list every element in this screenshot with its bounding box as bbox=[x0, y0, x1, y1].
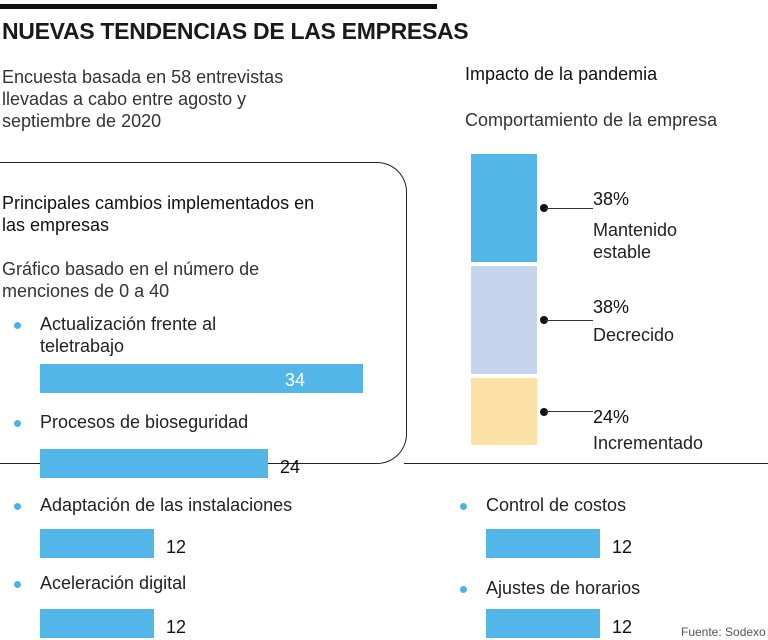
bar bbox=[486, 609, 600, 638]
stack-segment bbox=[471, 378, 537, 445]
leader-dot bbox=[540, 204, 548, 212]
segment-percent-label: 24% bbox=[593, 407, 630, 427]
bullet-dot bbox=[460, 503, 467, 510]
bar bbox=[40, 449, 268, 478]
category-label: Ajustes de horarios bbox=[486, 578, 641, 598]
stack-segment bbox=[471, 266, 537, 374]
segment-percent-label: 38% bbox=[593, 189, 630, 209]
category-label: Actualización frente al teletrabajo bbox=[40, 314, 217, 356]
changes-chart-subtitle: Gráfico basado en el número de menciones… bbox=[2, 259, 260, 301]
leader-line bbox=[545, 319, 593, 321]
bar-value-label: 12 bbox=[612, 537, 633, 557]
bar bbox=[486, 529, 600, 558]
bar-value-label: 12 bbox=[166, 537, 187, 557]
stack-segment bbox=[471, 154, 537, 262]
segment-category-label: Mantenido estable bbox=[593, 220, 678, 262]
page-title: NUEVAS TENDENCIAS DE LAS EMPRESAS bbox=[2, 18, 469, 44]
pandemic-chart-title: Impacto de la pandemia bbox=[465, 64, 658, 84]
bullet-dot bbox=[460, 586, 467, 593]
leader-line bbox=[545, 207, 593, 209]
category-label: Aceleración digital bbox=[40, 573, 187, 593]
panel-divider-line bbox=[404, 463, 768, 464]
source-note: Fuente: Sodexo bbox=[681, 625, 766, 639]
bullet-dot bbox=[14, 420, 21, 427]
segment-percent-label: 38% bbox=[593, 297, 630, 317]
category-label: Control de costos bbox=[486, 495, 627, 515]
category-label: Procesos de bioseguridad bbox=[40, 412, 249, 432]
leader-dot bbox=[540, 316, 548, 324]
title-rule bbox=[0, 4, 437, 9]
leader-line bbox=[545, 411, 593, 412]
segment-category-label: Incrementado bbox=[593, 433, 704, 453]
bullet-dot bbox=[14, 581, 21, 588]
bar bbox=[40, 529, 154, 558]
category-label: Adaptación de las instalaciones bbox=[40, 495, 293, 515]
bar-value-label: 24 bbox=[280, 457, 301, 477]
bullet-dot bbox=[14, 322, 21, 329]
bullet-dot bbox=[14, 503, 21, 510]
bar-value-label: 34 bbox=[285, 370, 306, 390]
pandemic-chart-subtitle: Comportamiento de la empresa bbox=[465, 110, 718, 130]
bar bbox=[40, 609, 154, 638]
bar-value-label: 12 bbox=[612, 617, 633, 637]
leader-dot bbox=[540, 407, 548, 416]
changes-chart-title: Principales cambios implementados en las… bbox=[2, 193, 315, 235]
bar-value-label: 12 bbox=[166, 617, 187, 637]
page-subtitle: Encuesta basada en 58 entrevistas llevad… bbox=[2, 67, 284, 131]
segment-category-label: Decrecido bbox=[593, 325, 675, 345]
bar bbox=[40, 364, 363, 393]
